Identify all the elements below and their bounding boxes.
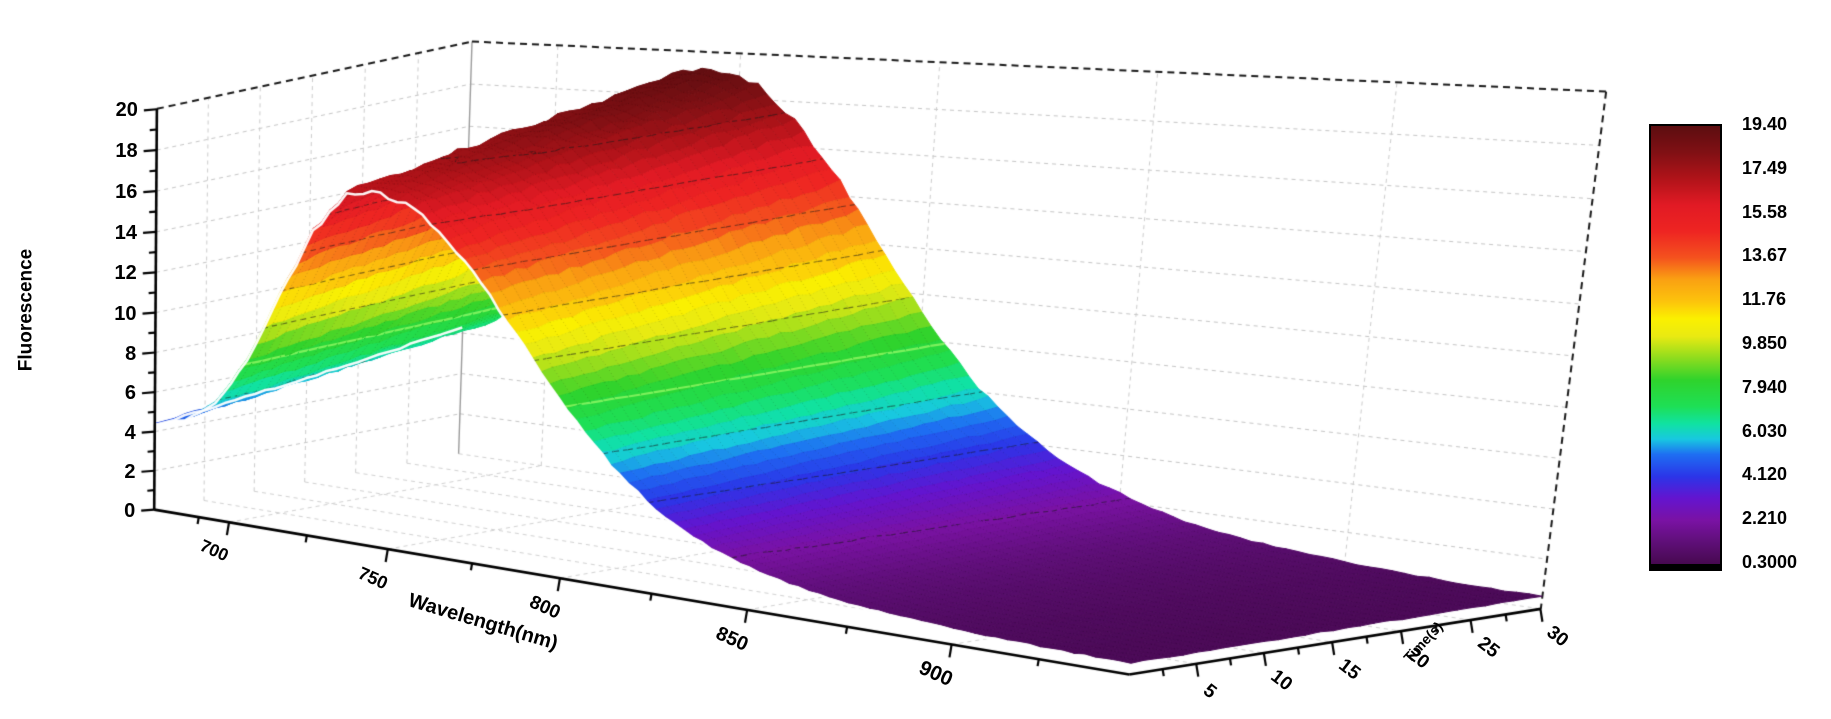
colorbar-label: 19.40 [1742,114,1788,134]
colorbar-label: 9.850 [1742,333,1788,353]
colorbar-label: 2.210 [1742,508,1788,529]
z-tick-label: 18 [115,140,138,163]
z-tick-label: 10 [114,302,137,325]
colorbar-label: 17.49 [1742,157,1788,178]
z-tick-label: 0 [124,499,136,522]
z-tick-label: 12 [114,262,137,285]
colorbar-below-range-swatch [1651,564,1720,571]
z-tick-label: 2 [124,460,136,483]
z-tick-label: 8 [125,342,137,365]
colorbar-label: 15.58 [1742,201,1788,222]
colorbar-label: 4.120 [1742,464,1788,485]
colorbar-label: 11.76 [1742,289,1787,310]
colorbar-label: 0.3000 [1742,552,1798,572]
colorbar-label: 6.030 [1742,420,1788,441]
colorbar-label: 13.67 [1742,245,1788,266]
z-axis-title: Fluorescence [15,248,37,372]
z-tick-label: 6 [124,382,136,405]
z-tick-label: 14 [114,221,138,244]
z-tick-label: 4 [124,421,136,444]
colorbar-label: 7.940 [1742,376,1788,397]
colorbar-gradient [1651,126,1720,564]
colorbar [1649,124,1722,571]
z-tick-label: 16 [115,181,138,204]
z-tick-label: 20 [115,99,138,122]
